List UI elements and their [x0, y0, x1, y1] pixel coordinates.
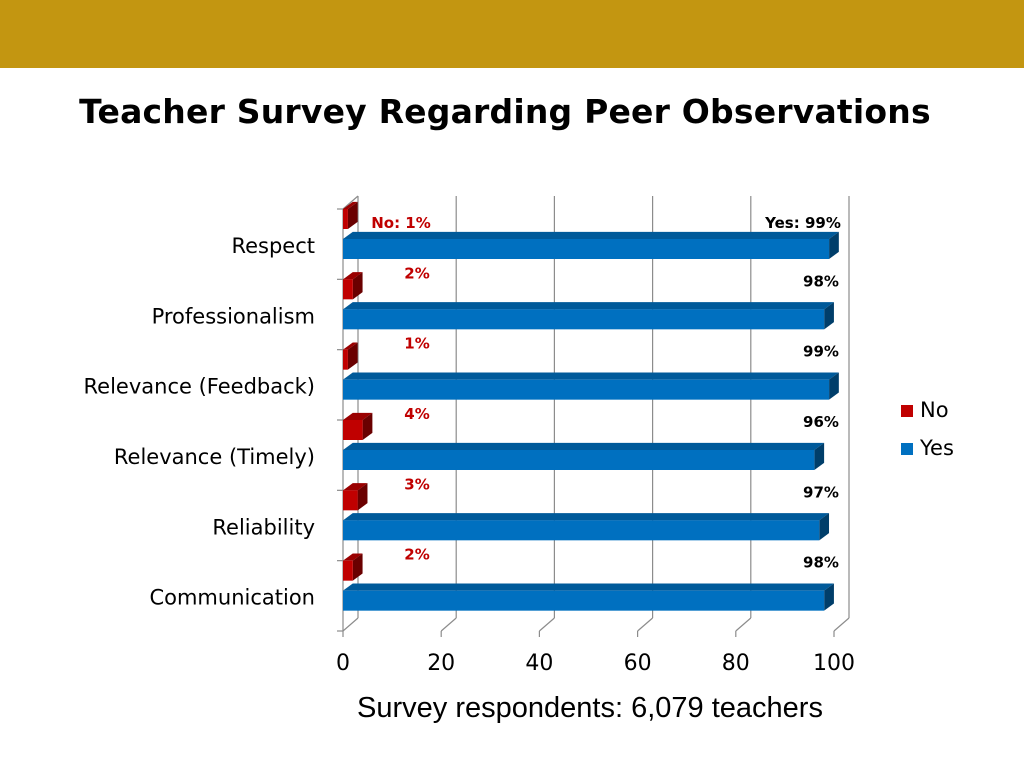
- legend-swatch-yes: [901, 443, 913, 455]
- x-tick-label: 60: [624, 651, 652, 676]
- legend-label-yes: Yes: [919, 436, 954, 460]
- data-label-no: 4%: [404, 405, 429, 423]
- bar-yes-5: [343, 590, 825, 611]
- bar-yes-2-top: [343, 372, 839, 380]
- bar-yes-4: [343, 520, 820, 541]
- data-label-yes: 98%: [803, 554, 839, 572]
- x-tick-label: 0: [336, 651, 350, 676]
- data-label-yes: 98%: [803, 272, 839, 290]
- bar-no-4-side: [357, 483, 368, 511]
- data-label-yes: 99%: [803, 343, 839, 361]
- legend-label-no: No: [920, 398, 949, 422]
- floor-line-2: [539, 617, 555, 632]
- data-label-no: 2%: [404, 546, 429, 564]
- bar-yes-3-top: [343, 442, 825, 450]
- bar-yes-3: [343, 450, 815, 470]
- bar-no-0-side: [347, 201, 358, 229]
- data-label-no: 1%: [404, 335, 429, 353]
- bar-yes-2-side: [829, 372, 839, 400]
- bar-yes-1-top: [343, 302, 834, 310]
- bar-yes-3-side: [814, 442, 825, 470]
- x-tick-label: 100: [813, 651, 855, 676]
- bar-no-0: [343, 209, 348, 229]
- bar-no-5-top: [343, 553, 363, 561]
- y-axis-top-edge: [342, 195, 359, 210]
- survey-footnote: Survey respondents: 6,079 teachers: [357, 692, 823, 724]
- bar-no-5-side: [352, 553, 363, 581]
- slide-title: Teacher Survey Regarding Peer Observatio…: [79, 92, 931, 131]
- header-bar: [0, 0, 1024, 68]
- bar-no-4: [343, 490, 358, 511]
- data-label-no: 3%: [404, 475, 429, 493]
- floor-line-1: [440, 617, 457, 632]
- bar-yes-0-side: [829, 231, 839, 259]
- bar-yes-0-top: [343, 231, 839, 239]
- bar-no-1-side: [352, 272, 363, 300]
- floor-line-4: [735, 617, 752, 632]
- bar-no-1-top: [343, 272, 363, 280]
- bar-yes-5-side: [824, 583, 834, 611]
- bar-no-1: [343, 279, 353, 300]
- bar-yes-2: [343, 379, 830, 400]
- floor-line-3: [637, 617, 653, 632]
- bar-no-3-side: [362, 412, 373, 440]
- floor-line-5: [833, 617, 850, 632]
- bar-no-0-top: [343, 201, 358, 209]
- bar-no-3: [343, 420, 363, 440]
- bar-yes-1-side: [824, 302, 834, 330]
- data-label-no: No: 1%: [371, 214, 431, 232]
- legend-swatch-no: [901, 405, 913, 417]
- bar-yes-4-top: [343, 513, 830, 521]
- category-label: Reliability: [212, 515, 315, 539]
- data-label-yes: Yes: 99%: [764, 214, 841, 232]
- bar-chart: 0 20 40 60 80 100 Respect No: 1% Yes: 99% Profess…: [84, 195, 954, 676]
- x-tick-label: 20: [427, 651, 455, 676]
- data-label-yes: 97%: [803, 483, 839, 501]
- bar-yes-5-top: [343, 583, 834, 591]
- data-label-no: 2%: [404, 264, 429, 282]
- bar-yes-4-side: [819, 513, 830, 541]
- bar-no-2: [343, 349, 348, 370]
- category-label: Relevance (Timely): [114, 445, 315, 469]
- bar-no-2-side: [347, 342, 358, 370]
- bar-no-5: [343, 560, 353, 581]
- x-tick-label: 80: [722, 651, 750, 676]
- floor-line-0: [342, 617, 359, 632]
- bar-yes-1: [343, 309, 825, 330]
- bar-no-3-top: [343, 412, 373, 420]
- bar-no-4-top: [343, 483, 368, 491]
- x-tick-label: 40: [525, 651, 553, 676]
- category-label: Communication: [149, 586, 315, 610]
- category-label: Relevance (Feedback): [84, 375, 315, 399]
- bar-yes-0: [343, 239, 830, 259]
- category-label: Respect: [231, 234, 315, 258]
- bar-no-2-top: [343, 342, 358, 350]
- data-label-yes: 96%: [803, 413, 839, 431]
- category-label: Professionalism: [152, 304, 315, 328]
